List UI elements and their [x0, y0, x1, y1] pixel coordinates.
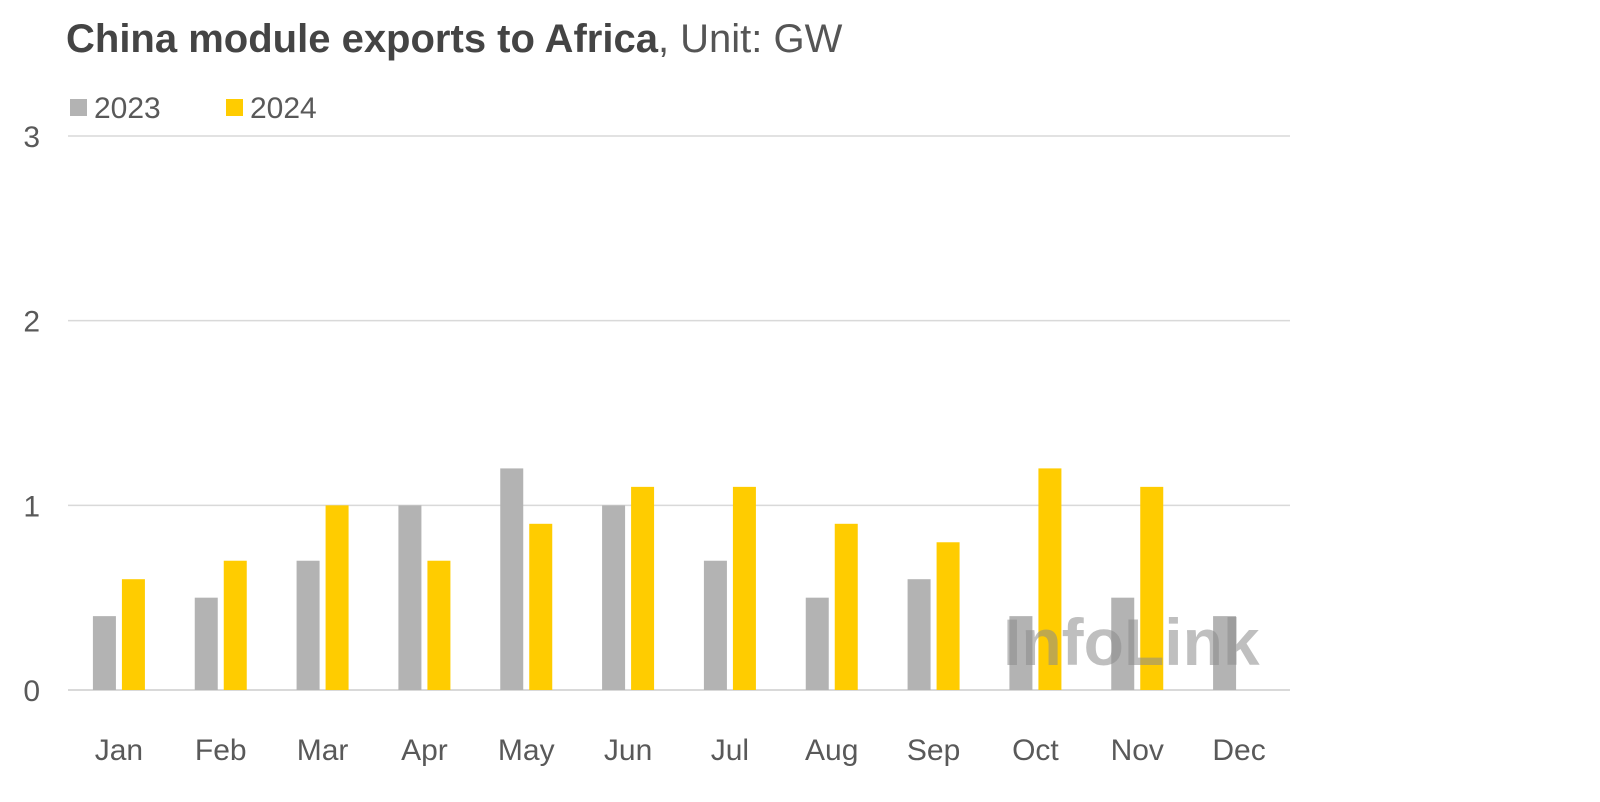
y-axis: 0 1 2 3	[23, 121, 40, 708]
bar-2024-jul	[732, 486, 756, 690]
y-tick-label-2: 2	[23, 306, 40, 339]
legend-swatch-2024	[226, 99, 243, 116]
x-tick-label-nov: Nov	[1111, 734, 1164, 767]
bar-2023-dec	[1213, 616, 1237, 690]
bar-2024-jan	[121, 579, 145, 690]
legend: 2023 2024	[70, 92, 317, 125]
x-tick-label-oct: Oct	[1012, 734, 1059, 767]
x-tick-label-aug: Aug	[805, 734, 858, 767]
bar-2024-aug	[834, 523, 858, 690]
x-tick-label-may: May	[498, 734, 555, 767]
x-tick-label-apr: Apr	[401, 734, 448, 767]
bar-2023-feb	[194, 597, 218, 690]
x-tick-label-sep: Sep	[907, 734, 960, 767]
watermark-text: InfoLink	[1003, 605, 1260, 679]
bar-2023-jan	[92, 616, 116, 690]
bar-2023-mar	[296, 560, 320, 690]
gridlines	[68, 135, 1290, 691]
y-tick-label-1: 1	[23, 490, 40, 523]
bar-2024-feb	[223, 560, 247, 690]
x-tick-label-jul: Jul	[711, 734, 749, 767]
bar-2023-may	[500, 468, 524, 690]
x-tick-label-dec: Dec	[1212, 734, 1265, 767]
bar-2023-oct	[1009, 616, 1033, 690]
bar-2024-apr	[427, 560, 451, 690]
y-tick-label-3: 3	[23, 121, 40, 154]
x-axis: Jan Feb Mar Apr May Jun Jul Aug Sep Oct Nov Dec	[95, 734, 1266, 767]
bar-2024-mar	[325, 505, 349, 690]
bar-2023-sep	[907, 579, 931, 690]
x-tick-label-mar: Mar	[297, 734, 349, 767]
bar-2023-apr	[398, 505, 422, 690]
chart-title-main: China module exports to Africa	[66, 17, 659, 61]
bar-2023-aug	[805, 597, 829, 690]
bar-2024-may	[529, 523, 553, 690]
x-tick-label-jan: Jan	[95, 734, 143, 767]
bar-2024-sep	[936, 542, 960, 690]
legend-label-2024: 2024	[250, 92, 317, 125]
bars	[92, 468, 1237, 690]
bar-2024-nov	[1140, 486, 1164, 690]
bar-2024-jun	[631, 486, 655, 690]
bar-2024-oct	[1038, 468, 1062, 690]
bar-2023-nov	[1111, 597, 1135, 690]
x-tick-label-feb: Feb	[195, 734, 247, 767]
bar-2023-jul	[703, 560, 727, 690]
chart-title-unit: , Unit: GW	[658, 17, 843, 61]
y-tick-label-0: 0	[23, 675, 40, 708]
legend-label-2023: 2023	[94, 92, 161, 125]
bar-2023-jun	[602, 505, 626, 690]
x-tick-label-jun: Jun	[604, 734, 652, 767]
chart-title: China module exports to Africa, Unit: GW	[66, 17, 843, 61]
legend-swatch-2023	[70, 99, 87, 116]
